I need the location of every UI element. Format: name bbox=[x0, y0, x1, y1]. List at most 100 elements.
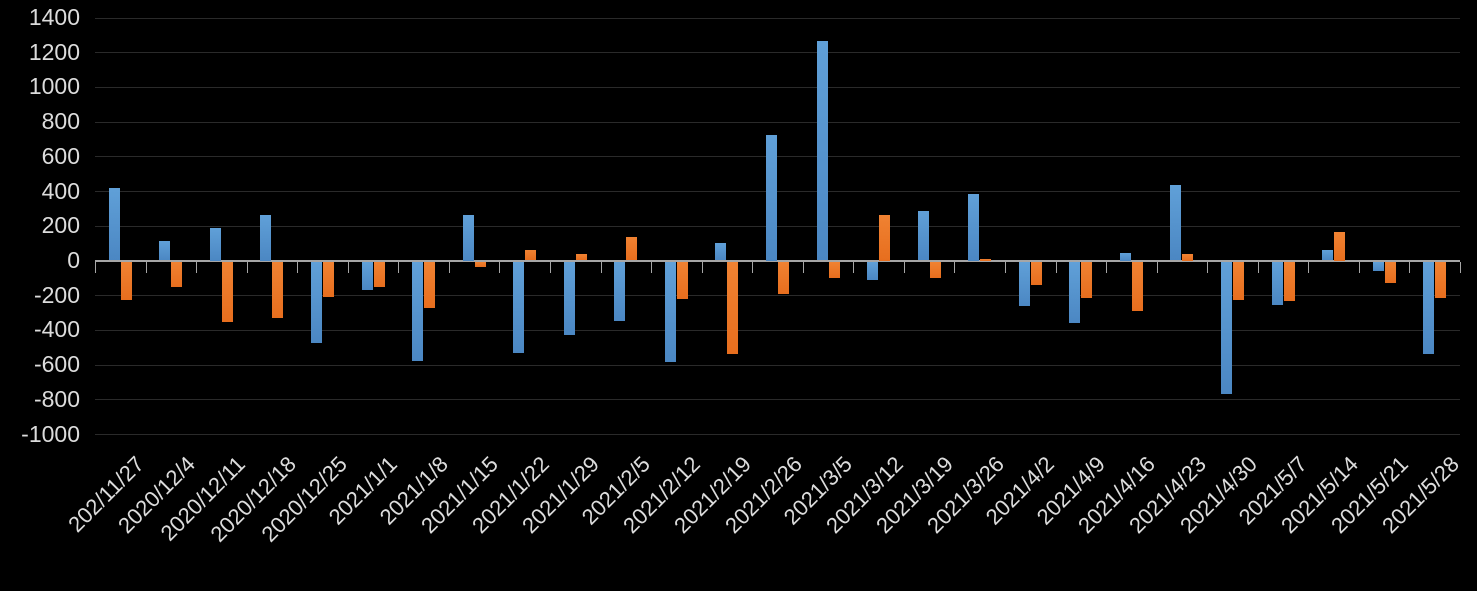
y-axis-label: 200 bbox=[41, 212, 80, 238]
gridline bbox=[95, 122, 1460, 123]
axis-tick bbox=[247, 262, 248, 273]
axis-tick bbox=[1106, 262, 1107, 273]
bar-blue bbox=[968, 194, 979, 261]
bar-blue bbox=[109, 188, 120, 260]
bar-orange bbox=[576, 254, 587, 260]
bar-orange bbox=[1182, 254, 1193, 261]
gridline bbox=[95, 18, 1460, 19]
axis-tick bbox=[651, 262, 652, 273]
bar-orange bbox=[424, 262, 435, 308]
bar-orange bbox=[525, 250, 536, 260]
bar-blue bbox=[766, 135, 777, 261]
bar-blue bbox=[260, 215, 271, 261]
bar-blue bbox=[1272, 262, 1283, 305]
bar-orange bbox=[1284, 262, 1295, 301]
bar-orange bbox=[272, 262, 283, 318]
bar-blue bbox=[1423, 262, 1434, 354]
axis-tick bbox=[1409, 262, 1410, 273]
gridline bbox=[95, 191, 1460, 192]
y-axis-label: 0 bbox=[67, 247, 80, 273]
bar-blue bbox=[1221, 262, 1232, 394]
bar-orange bbox=[1081, 262, 1092, 298]
bar-blue bbox=[1170, 185, 1181, 260]
axis-tick bbox=[297, 262, 298, 273]
bar-orange bbox=[374, 262, 385, 287]
axis-tick bbox=[752, 262, 753, 273]
y-axis-label: -600 bbox=[33, 351, 80, 377]
gridline bbox=[95, 52, 1460, 53]
y-axis-label: 800 bbox=[41, 108, 80, 134]
bar-blue bbox=[210, 228, 221, 261]
axis-tick bbox=[601, 262, 602, 273]
bar-blue bbox=[1069, 262, 1080, 323]
y-axis-label: -200 bbox=[33, 282, 80, 308]
y-axis-label: 1400 bbox=[28, 4, 80, 30]
x-axis-line bbox=[95, 260, 1460, 262]
bar-orange bbox=[121, 262, 132, 300]
bar-orange bbox=[980, 259, 991, 261]
bar-blue bbox=[1019, 262, 1030, 306]
bar-blue bbox=[1373, 262, 1384, 271]
bar-blue bbox=[564, 262, 575, 335]
axis-tick bbox=[1056, 262, 1057, 273]
bar-blue bbox=[1120, 253, 1131, 261]
gridline bbox=[95, 330, 1460, 331]
y-axis-label: 400 bbox=[41, 178, 80, 204]
bar-orange bbox=[1031, 262, 1042, 285]
y-axis-label: 1200 bbox=[28, 39, 80, 65]
axis-tick bbox=[1359, 262, 1360, 273]
y-axis-label: 600 bbox=[41, 143, 80, 169]
bar-orange bbox=[879, 215, 890, 261]
gridline bbox=[95, 226, 1460, 227]
bar-orange bbox=[930, 262, 941, 278]
bar-blue bbox=[918, 211, 929, 260]
y-axis-label: -800 bbox=[33, 386, 80, 412]
gridline bbox=[95, 156, 1460, 157]
y-axis-label: -1000 bbox=[21, 421, 80, 447]
axis-tick bbox=[1460, 262, 1461, 273]
bar-blue bbox=[1322, 250, 1333, 260]
gridline bbox=[95, 434, 1460, 435]
y-axis-label: 1000 bbox=[28, 73, 80, 99]
gridline bbox=[95, 399, 1460, 400]
bar-blue bbox=[412, 262, 423, 361]
bar-blue bbox=[311, 262, 322, 343]
axis-tick bbox=[1308, 262, 1309, 273]
axis-tick bbox=[954, 262, 955, 273]
axis-tick bbox=[398, 262, 399, 273]
bar-orange bbox=[475, 262, 486, 267]
axis-tick bbox=[1258, 262, 1259, 273]
gridline bbox=[95, 87, 1460, 88]
axis-tick bbox=[803, 262, 804, 273]
axis-tick bbox=[146, 262, 147, 273]
axis-tick bbox=[95, 262, 96, 273]
bar-orange bbox=[1132, 262, 1143, 311]
bar-orange bbox=[778, 262, 789, 294]
bar-orange bbox=[626, 237, 637, 260]
bar-blue bbox=[817, 41, 828, 260]
axis-tick bbox=[1005, 262, 1006, 273]
axis-tick bbox=[196, 262, 197, 273]
bar-orange bbox=[677, 262, 688, 299]
bar-orange bbox=[222, 262, 233, 322]
bar-blue bbox=[867, 262, 878, 280]
bar-blue bbox=[715, 243, 726, 260]
gridline bbox=[95, 365, 1460, 366]
bar-orange bbox=[829, 262, 840, 278]
axis-tick bbox=[449, 262, 450, 273]
bar-blue bbox=[159, 241, 170, 260]
y-axis-label: -400 bbox=[33, 316, 80, 342]
bar-orange bbox=[1334, 232, 1345, 261]
axis-tick bbox=[499, 262, 500, 273]
bar-orange bbox=[1385, 262, 1396, 283]
axis-tick bbox=[348, 262, 349, 273]
bar-orange bbox=[727, 262, 738, 354]
bar-blue bbox=[463, 215, 474, 261]
bar-blue bbox=[614, 262, 625, 321]
axis-tick bbox=[1157, 262, 1158, 273]
bar-orange bbox=[1233, 262, 1244, 300]
axis-tick bbox=[702, 262, 703, 273]
axis-tick bbox=[550, 262, 551, 273]
axis-tick bbox=[1207, 262, 1208, 273]
